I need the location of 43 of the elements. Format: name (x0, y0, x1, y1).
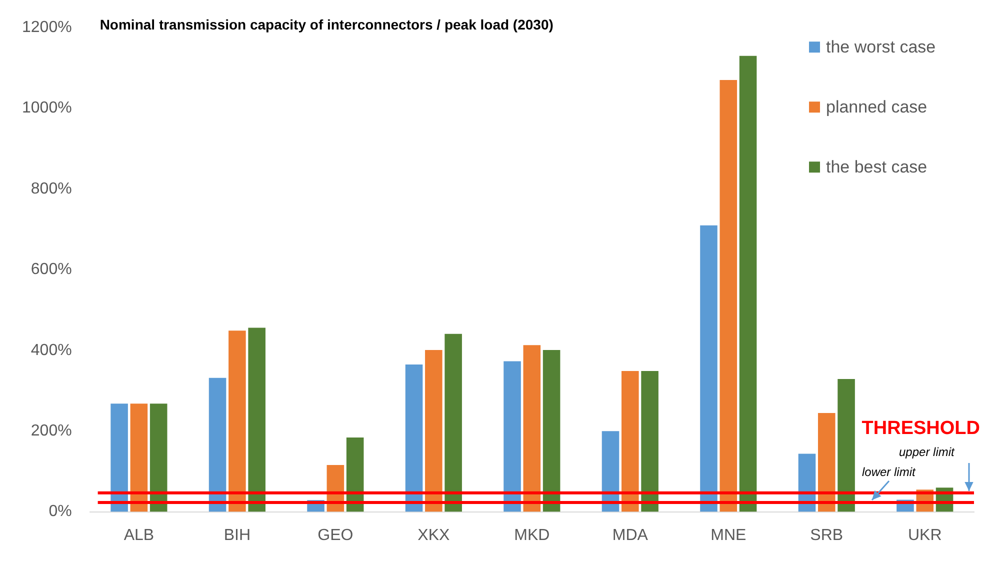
ref-line-label: upper limit (899, 445, 956, 460)
bar (405, 364, 423, 512)
x-tick-label: SRB (810, 526, 844, 544)
x-tick-label: XKX (418, 526, 450, 544)
bar (523, 345, 541, 512)
x-tick-label: MNE (710, 526, 746, 544)
bar (130, 404, 148, 512)
annotation: THRESHOLD (862, 418, 980, 440)
bar (700, 225, 718, 512)
x-tick-label: BIH (224, 526, 251, 544)
bar (641, 370, 658, 512)
chart-title: Nominal transmission capacity of interconnectors / peak load (2030) (100, 16, 554, 32)
bar (739, 56, 757, 512)
x-tick-label: MKD (514, 526, 550, 544)
y-tick-label: 1200% (22, 19, 72, 36)
y-tick-label: 800% (30, 180, 72, 198)
bar (720, 80, 738, 512)
bar (542, 350, 560, 512)
x-tick-label: MDA (612, 526, 648, 544)
legend-label: the best case (826, 157, 928, 176)
legend-label: the worst case (826, 37, 936, 56)
bar (504, 361, 521, 512)
bar (228, 330, 246, 512)
x-tick-label: ALB (124, 526, 154, 544)
bar (248, 328, 266, 512)
y-tick-label: 400% (30, 342, 72, 359)
bar (110, 404, 128, 512)
bar (425, 350, 442, 512)
y-tick-label: 0% (48, 503, 72, 520)
bar (602, 431, 620, 512)
bar (444, 334, 462, 512)
legend-label: planned case (826, 97, 928, 116)
bar (622, 370, 639, 512)
x-tick-label: GEO (318, 526, 354, 544)
x-tick-label: UKR (908, 526, 942, 544)
y-tick-label: 1000% (22, 100, 72, 117)
y-tick-label: 200% (30, 422, 72, 440)
ref-line-label: lower limit (862, 464, 916, 479)
bar (150, 404, 168, 512)
y-tick-label: 600% (30, 261, 72, 278)
bar (208, 378, 226, 512)
bar (818, 412, 836, 512)
bar (838, 379, 855, 512)
